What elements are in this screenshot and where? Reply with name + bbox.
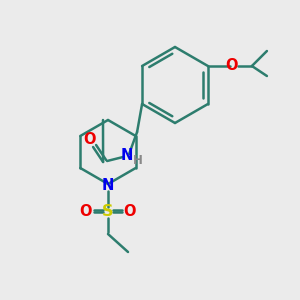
Text: O: O — [80, 205, 92, 220]
Text: O: O — [124, 205, 136, 220]
Text: H: H — [133, 154, 143, 166]
Text: O: O — [83, 133, 95, 148]
Text: S: S — [102, 205, 114, 220]
Text: O: O — [226, 58, 238, 74]
Text: N: N — [102, 178, 114, 193]
Text: N: N — [121, 148, 133, 164]
